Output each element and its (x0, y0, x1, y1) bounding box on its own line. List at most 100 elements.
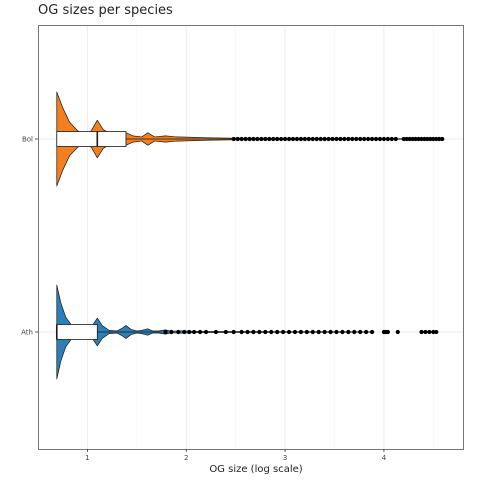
outlier-point (281, 329, 286, 335)
outlier-point (410, 136, 415, 142)
outlier-point (263, 136, 268, 142)
outlier-point (243, 136, 248, 142)
x-tick-label: 4 (382, 454, 387, 462)
gridlines (38, 25, 463, 449)
outlier-point (350, 136, 355, 142)
outlier-point (286, 329, 292, 335)
outlier-point (385, 136, 390, 142)
outlier-point (428, 136, 433, 142)
outlier-point (259, 136, 264, 142)
outlier-point (395, 329, 400, 335)
x-tick-label: 1 (85, 454, 89, 462)
outlier-point (434, 136, 439, 142)
outlier-point (176, 329, 181, 335)
outlier-point (404, 136, 409, 142)
outlier-point (290, 136, 296, 142)
outlier-point (328, 329, 333, 335)
outlier-point (425, 136, 430, 142)
outlier-point (298, 136, 304, 142)
outlier-point (257, 329, 262, 335)
outlier-point (352, 329, 357, 335)
outlier-point (358, 136, 363, 142)
outlier-point (431, 329, 436, 335)
outlier-point (239, 136, 244, 142)
outlier-point (423, 329, 428, 335)
outlier-point (422, 136, 427, 142)
outlier-point (346, 329, 351, 335)
outlier-point (431, 136, 436, 142)
box-bol (56, 131, 127, 147)
outlier-point (427, 329, 432, 335)
outlier-point (416, 136, 421, 142)
box-ath (56, 324, 98, 340)
outlier-point (338, 136, 343, 142)
outlier-point (292, 329, 298, 335)
outlier-point (342, 136, 347, 142)
y-tick-label-ath: Ath (21, 329, 33, 337)
chart-title: OG sizes per species (38, 3, 173, 18)
outlier-point (385, 329, 390, 335)
outlier-point (231, 329, 236, 335)
outlier-point (187, 329, 192, 335)
outlier-point (318, 136, 323, 142)
outlier-point (267, 136, 272, 142)
outlier-point (275, 329, 280, 335)
outlier-point (182, 329, 187, 335)
outlier-point (235, 136, 240, 142)
x-tick-label: 2 (184, 454, 188, 462)
outlier-point (322, 329, 327, 335)
x-tick-label: 3 (283, 454, 287, 462)
outlier-point (419, 329, 424, 335)
outlier-point (354, 136, 359, 142)
outlier-point (203, 329, 209, 335)
outlier-point (231, 136, 236, 142)
y-axis: Bol Ath (21, 136, 38, 337)
outlier-point (407, 136, 412, 142)
outlier-point (316, 329, 321, 335)
outlier-point (275, 136, 280, 142)
outlier-point (247, 136, 252, 142)
outlier-point (322, 136, 327, 142)
outlier-point (282, 136, 288, 142)
plot-panel-border (38, 25, 464, 450)
x-axis: 1 2 3 4 (85, 449, 387, 462)
outlier-point (251, 136, 256, 142)
violins (55, 91, 445, 380)
outlier-point (334, 329, 339, 335)
outlier-point (434, 329, 439, 335)
outlier-point (419, 136, 424, 142)
outlier-point (346, 136, 351, 142)
outlier-point (294, 136, 300, 142)
outlier-point (163, 329, 168, 335)
outlier-point (362, 136, 367, 142)
outlier-point (310, 136, 315, 142)
outlier-point (393, 136, 398, 142)
outlier-point (245, 329, 250, 335)
outlier-point (369, 329, 375, 335)
outlier-point (358, 329, 363, 335)
outlier-point (381, 136, 387, 142)
outlier-point (223, 329, 228, 335)
outlier-point (213, 329, 219, 335)
outlier-point (334, 136, 339, 142)
outlier-point (310, 329, 315, 335)
outlier-point (440, 136, 445, 142)
outlier-point (239, 329, 244, 335)
outlier-point (314, 136, 319, 142)
outlier-point (330, 136, 335, 142)
outlier-point (413, 136, 418, 142)
outlier-point (326, 136, 331, 142)
outlier-point (251, 329, 256, 335)
outlier-point (197, 329, 203, 335)
outlier-point (271, 136, 276, 142)
outlier-point (302, 136, 307, 142)
outlier-point (389, 136, 394, 142)
outlier-point (369, 136, 375, 142)
outlier-point (437, 136, 442, 142)
outlier-point (286, 136, 292, 142)
outlier-point (373, 136, 379, 142)
outlier-point (279, 136, 284, 142)
outlier-point (340, 329, 345, 335)
x-axis-label: OG size (log scale) (209, 464, 302, 475)
outlier-point (269, 329, 274, 335)
